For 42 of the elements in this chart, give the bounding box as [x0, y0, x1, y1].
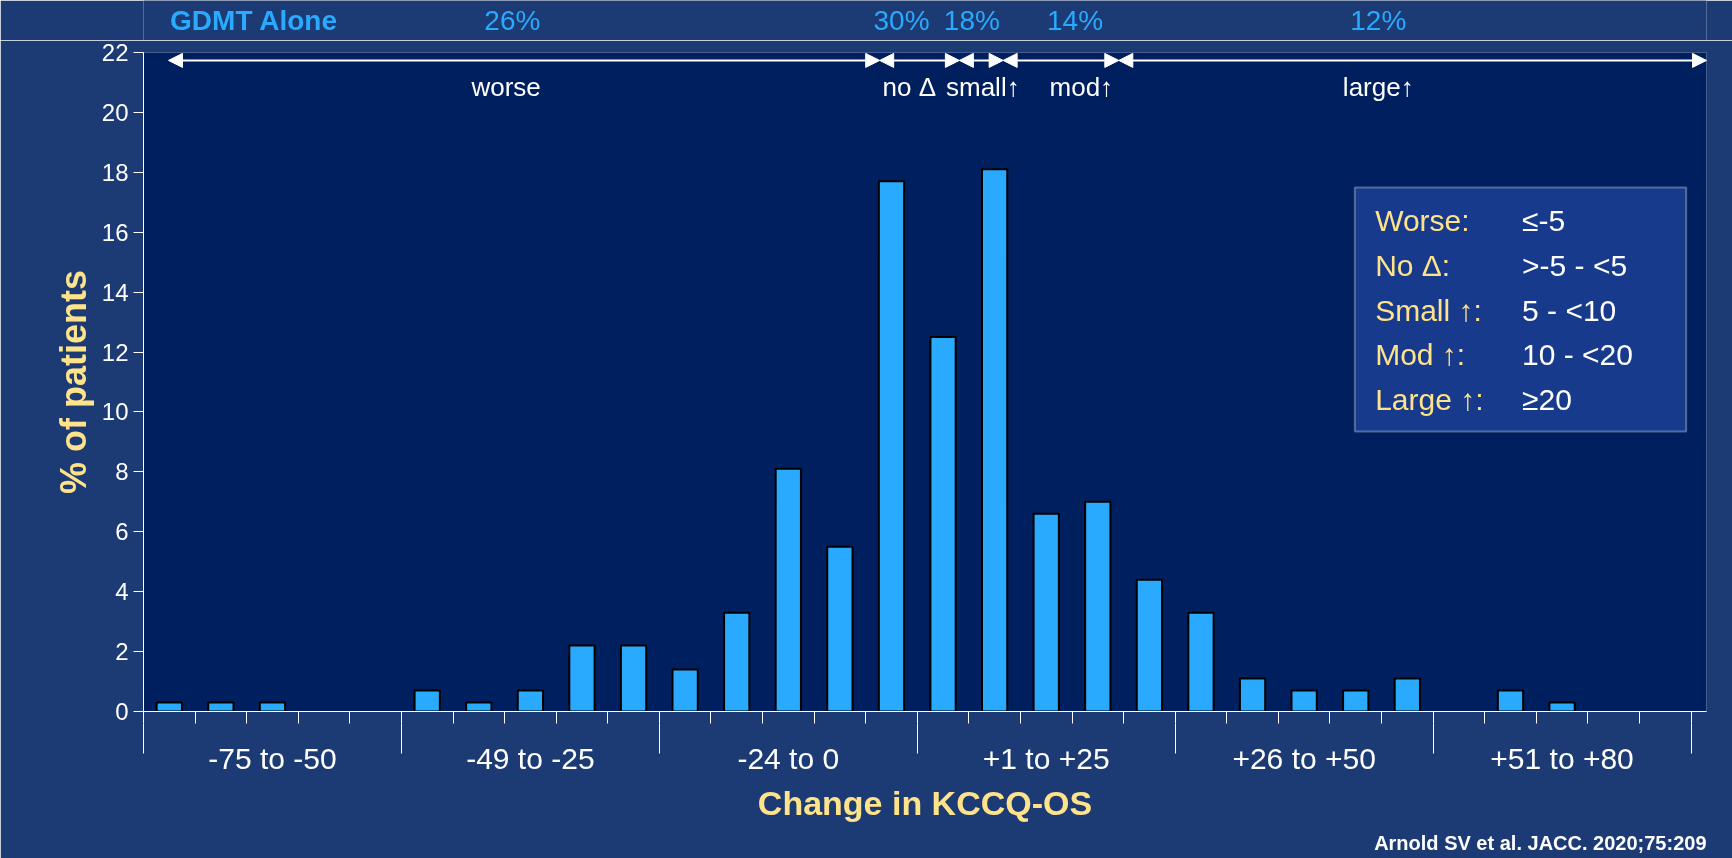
annotation: mod↑ — [1049, 72, 1114, 103]
annotation: no Δ — [882, 72, 937, 103]
x-tick-label: +1 to +25 — [982, 741, 1110, 775]
text: 26% — [484, 5, 541, 36]
y-axis-title: % of patients — [52, 269, 94, 495]
y-tick-label: 20 — [101, 98, 129, 126]
y-tick-label: 18 — [101, 158, 129, 186]
annotation: No Δ: — [1375, 248, 1451, 282]
annotation: 5 - <10 — [1522, 293, 1617, 327]
text: 12% — [1350, 5, 1407, 36]
y-tick-label: 0 — [115, 698, 129, 725]
text: 30% — [873, 5, 930, 36]
x-tick-label: +26 to +50 — [1232, 741, 1376, 775]
x-tick-label: -24 to 0 — [737, 741, 840, 775]
annotation: worse — [470, 72, 541, 103]
annotation: >-5 - <5 — [1522, 248, 1628, 282]
text: Arnold SV et al. JACC. 2020;75:209 — [1374, 831, 1707, 854]
y-tick-label: 14 — [101, 278, 129, 306]
y-tick-label: 4 — [115, 578, 129, 606]
y-tick-label: 16 — [101, 218, 129, 246]
x-tick-label: -49 to -25 — [466, 741, 595, 775]
annotation: large↑ — [1342, 72, 1414, 103]
text: 14% — [1047, 5, 1104, 36]
text: 18% — [943, 5, 1000, 36]
annotation: Mod ↑: — [1375, 338, 1466, 372]
y-tick-label: 2 — [115, 638, 129, 666]
y-tick-label: 10 — [101, 398, 129, 426]
y-tick-label: 22 — [101, 39, 129, 66]
annotation: small↑ — [946, 72, 1020, 103]
y-tick-label: 6 — [115, 518, 129, 546]
y-tick-label: 12 — [101, 338, 129, 366]
x-axis-title: Change in KCCQ-OS — [757, 783, 1093, 822]
x-tick-label: -75 to -50 — [208, 741, 337, 775]
annotation: Large ↑: — [1375, 383, 1484, 417]
y-tick-label: 8 — [115, 458, 129, 486]
annotation: 10 - <20 — [1522, 338, 1633, 372]
annotation: ≥20 — [1522, 383, 1572, 417]
annotation: Small ↑: — [1375, 293, 1482, 327]
x-tick-label: +51 to +80 — [1490, 741, 1634, 775]
annotation: Worse: — [1375, 204, 1470, 238]
chart-title: GDMT Alone — [170, 5, 338, 36]
annotation: ≤-5 — [1522, 204, 1566, 238]
